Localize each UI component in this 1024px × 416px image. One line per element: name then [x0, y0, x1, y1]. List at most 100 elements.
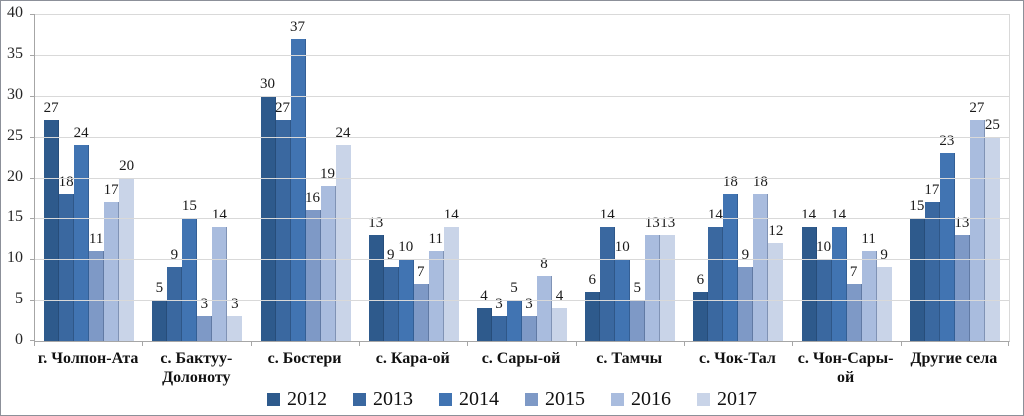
bar-2012: 6	[585, 272, 601, 341]
bar-2017: 24	[335, 125, 351, 341]
bar-2015: 7	[413, 264, 429, 341]
bar-value-label: 15	[181, 198, 197, 215]
bar-value-label: 37	[290, 18, 306, 35]
y-axis-tickmark	[30, 218, 35, 220]
bar-value-label: 5	[633, 280, 641, 297]
bar-value-label: 10	[614, 239, 630, 256]
bar-value-label: 16	[305, 190, 321, 207]
bar-group: 5 9 15 3 14 3	[143, 14, 251, 341]
bar-groups: 27 18 24 11 17 20 5 9 15 3 14 3 30 27 37 16 19 24 13 9 10 7 11…	[35, 14, 1009, 341]
bar-value-label: 19	[320, 165, 336, 182]
bar-2016: 8	[536, 256, 552, 341]
bar-value-label: 6	[588, 271, 596, 288]
x-axis-tickmark	[792, 342, 794, 346]
legend-item-2014: 2014	[439, 389, 499, 409]
category-label: с. Бостери	[267, 350, 342, 367]
bar-group: 14 10 14 7 11 9	[793, 14, 901, 341]
legend-item-2017: 2017	[697, 389, 757, 409]
legend-label: 2013	[373, 388, 413, 410]
bar-value-label: 4	[555, 288, 564, 305]
legend-swatch-icon	[267, 392, 280, 406]
bar-value-label: 25	[984, 116, 1000, 133]
bar-2015: 11	[89, 232, 105, 341]
x-axis-labels: г. Чолпон-Ата с. Бактуу- Долоноту с. Босте…	[34, 349, 1008, 387]
chart-legend: 2012 2013 2014 2015 2016 2017	[1, 386, 1023, 412]
bar-group: 13 9 10 7 11 14	[360, 14, 468, 341]
bar-value-label: 17	[103, 182, 119, 199]
bar-2012: 4	[476, 289, 492, 341]
bar-value-label: 3	[495, 296, 503, 313]
bar-value-label: 27	[275, 100, 291, 117]
category-label: с. Чок-Тал	[699, 350, 776, 367]
bar-value-label: 20	[119, 157, 135, 174]
bar-2013: 9	[383, 248, 399, 341]
bar-value-label: 5	[155, 280, 164, 297]
x-axis-tickmark	[683, 342, 685, 346]
bar-2013: 14	[708, 207, 724, 341]
y-axis-tickmark	[30, 300, 35, 302]
bar-2014: 14	[831, 207, 847, 341]
bar-group: 6 14 10 5 13 13	[576, 14, 684, 341]
bar-value-label: 10	[816, 239, 832, 256]
y-axis-tickmark	[30, 95, 35, 97]
bar-value-label: 7	[849, 263, 858, 280]
y-axis-tick-label: 15	[7, 208, 23, 226]
bar-value-label: 14	[801, 206, 817, 223]
gridline	[35, 14, 1009, 15]
y-axis-tick-label: 10	[7, 249, 23, 267]
bar-value-label: 14	[211, 206, 227, 223]
y-axis: 0 5 10 15 20 25 30 35 40	[1, 5, 28, 348]
bar-value-label: 24	[73, 124, 89, 141]
bar-2015: 16	[305, 191, 321, 341]
bar-2014: 18	[723, 174, 739, 341]
y-axis-tickmark	[30, 177, 35, 179]
bar-2014: 15	[182, 199, 198, 341]
bar-value-label: 6	[696, 271, 705, 288]
y-axis-tick-label: 25	[7, 126, 23, 144]
bar-value-label: 3	[231, 296, 239, 313]
bar-2017: 12	[768, 223, 784, 341]
bar-2013: 14	[600, 207, 616, 341]
bar-value-label: 14	[707, 206, 723, 223]
legend-label: 2014	[459, 388, 499, 410]
x-axis-tickmark	[250, 342, 252, 346]
x-axis-tickmark	[467, 342, 469, 346]
bar-2013: 9	[167, 248, 183, 341]
category-label: Другие села	[910, 350, 998, 367]
bar-2017: 3	[227, 297, 243, 341]
bar-group: 30 27 37 16 19 24	[251, 14, 359, 341]
bar-2013: 17	[924, 183, 940, 341]
x-axis-tickmark	[142, 342, 144, 346]
bar-value-label: 14	[599, 206, 615, 223]
bar-group: 15 17 23 13 27 25	[901, 14, 1009, 341]
legend-label: 2015	[545, 388, 585, 410]
bar-value-label: 27	[969, 100, 985, 117]
y-axis-tickmark	[30, 14, 35, 15]
bar-value-label: 9	[387, 247, 395, 264]
bar-2015: 13	[954, 215, 970, 341]
legend-item-2012: 2012	[267, 389, 327, 409]
bar-value-label: 10	[398, 239, 414, 256]
bar-2017: 9	[876, 248, 892, 341]
bar-value-label: 3	[200, 296, 209, 313]
bar-value-label: 11	[861, 231, 876, 248]
bar-2012: 13	[368, 215, 384, 341]
bar-2012: 15	[909, 199, 925, 341]
gridline	[35, 218, 1009, 220]
bar-value-label: 9	[741, 247, 750, 264]
category-label: с. Сары-ой	[481, 350, 561, 367]
legend-label: 2016	[631, 388, 671, 410]
legend-item-2015: 2015	[525, 389, 585, 409]
gridline	[35, 300, 1009, 302]
bar-value-label: 27	[43, 100, 59, 117]
bar-value-label: 11	[428, 231, 443, 248]
bar-2015: 9	[738, 248, 754, 341]
bar-value-label: 30	[260, 75, 276, 92]
y-axis-tick-label: 20	[7, 167, 23, 185]
category-label: с. Чон-Сары-ой	[797, 350, 894, 387]
bar-group: 27 18 24 11 17 20	[35, 14, 143, 341]
gridline	[35, 54, 1009, 56]
bar-2016: 17	[104, 183, 120, 341]
